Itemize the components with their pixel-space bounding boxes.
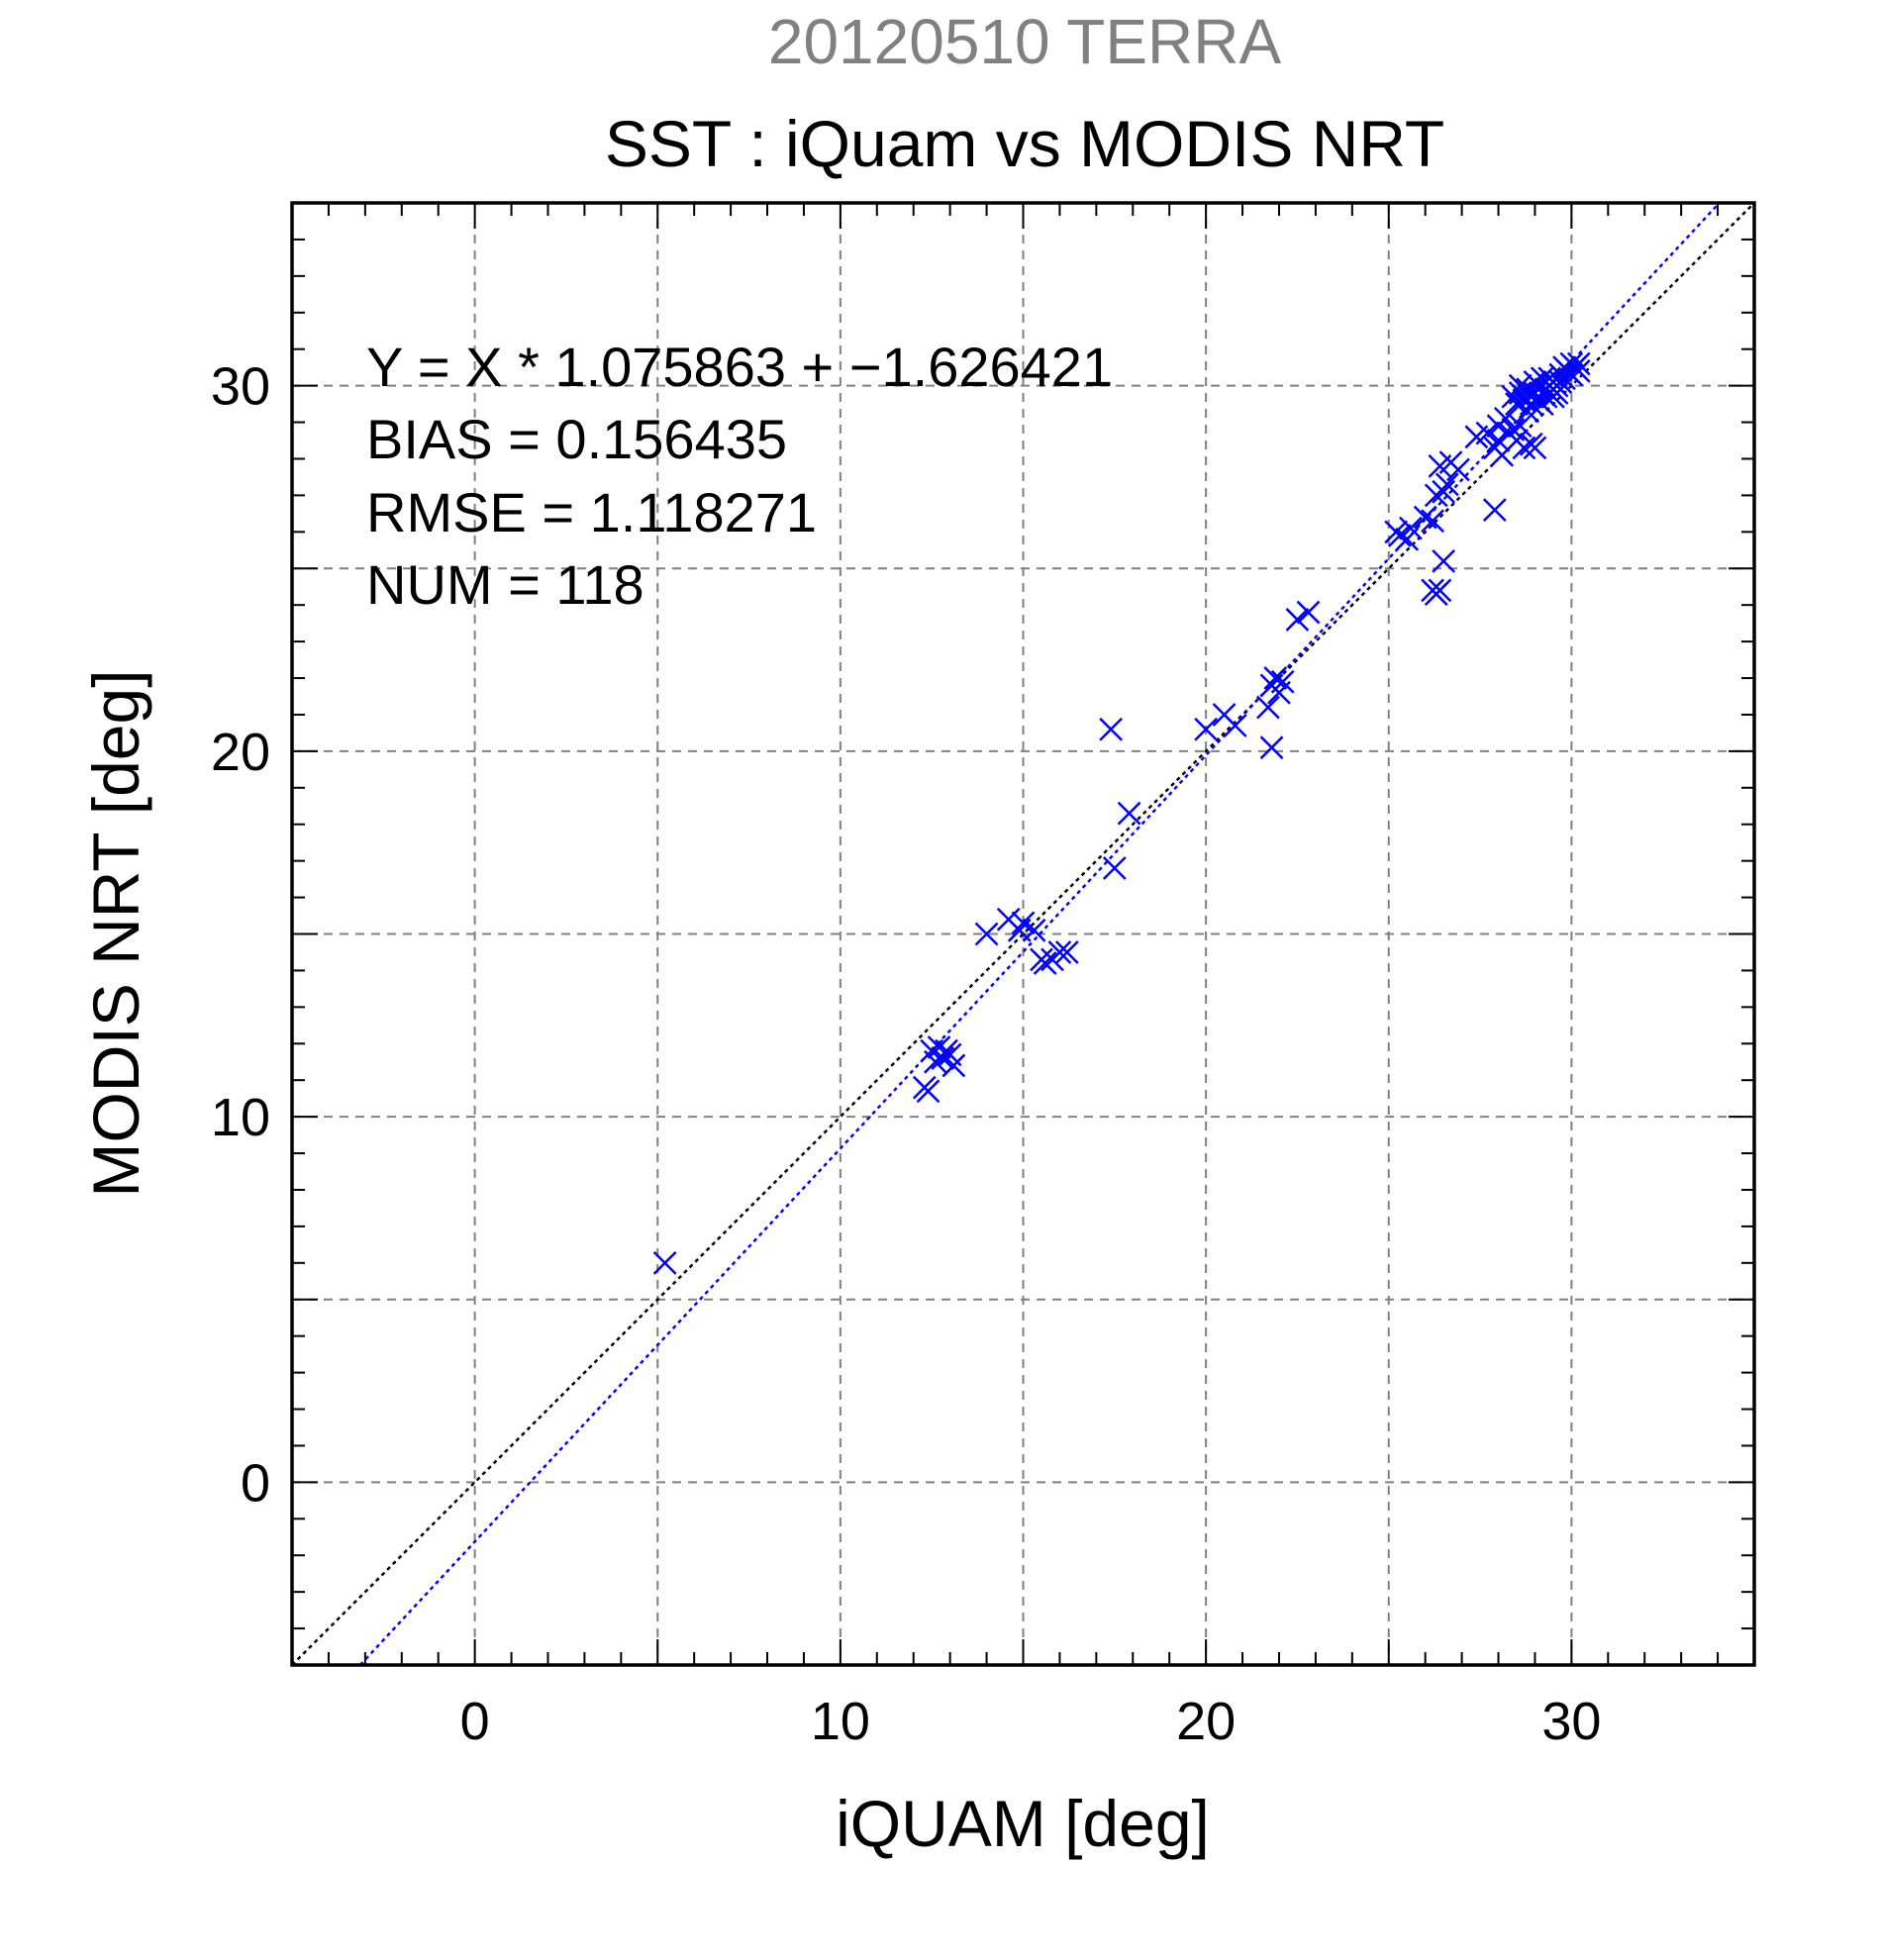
data-point xyxy=(1432,548,1456,573)
data-point xyxy=(1508,414,1533,439)
stats-box: Y = X * 1.075863 + −1.626421 BIAS = 0.15… xyxy=(366,336,1113,616)
data-point xyxy=(1054,940,1079,964)
data-point xyxy=(1099,717,1124,741)
data-point xyxy=(1541,384,1565,409)
minor-ticks xyxy=(292,203,1754,1665)
data-point xyxy=(1194,717,1219,741)
data-point xyxy=(1421,509,1444,534)
data-point xyxy=(1435,472,1459,497)
data-point xyxy=(1285,608,1310,632)
x-tick-label: 20 xyxy=(1176,1692,1236,1751)
x-tick-label: 30 xyxy=(1541,1692,1601,1751)
data-point xyxy=(974,922,999,946)
data-point xyxy=(1399,516,1423,540)
data-point xyxy=(1263,666,1288,690)
data-point xyxy=(1432,479,1456,504)
data-point xyxy=(1022,918,1046,942)
data-point xyxy=(1270,669,1295,694)
stats-equation: Y = X * 1.075863 + −1.626421 xyxy=(366,336,1113,398)
x-tick-label: 0 xyxy=(460,1692,490,1751)
plot-frame xyxy=(290,201,1756,1667)
tick-labels: 0 10 20 30 0 10 20 30 xyxy=(211,357,1601,1751)
data-point xyxy=(931,1046,955,1070)
y-axis-label: MODIS NRT [deg] xyxy=(79,669,152,1197)
data-point xyxy=(1486,429,1511,452)
data-point xyxy=(1512,436,1536,460)
data-point xyxy=(1530,392,1554,416)
data-point xyxy=(1482,498,1507,523)
data-point xyxy=(1519,384,1543,409)
y-tick-label: 10 xyxy=(211,1088,270,1147)
y-tick-label: 30 xyxy=(211,357,270,417)
x-tick-label: 10 xyxy=(811,1692,870,1751)
data-point xyxy=(1566,358,1591,383)
data-point xyxy=(1428,578,1452,603)
data-point xyxy=(1475,421,1500,445)
data-point xyxy=(1047,940,1072,964)
chart-title: SST : iQuam vs MODIS NRT xyxy=(605,107,1444,180)
data-point xyxy=(1256,695,1280,720)
chart-supertitle: 20120510 TERRA xyxy=(768,6,1282,77)
data-point xyxy=(1117,801,1141,826)
data-points xyxy=(652,351,1591,1275)
data-point xyxy=(1559,362,1584,387)
data-point xyxy=(916,1079,940,1104)
stats-rmse: RMSE = 1.118271 xyxy=(366,481,817,543)
stats-bias: BIAS = 0.156435 xyxy=(366,408,787,470)
y-tick-label: 20 xyxy=(211,723,270,782)
data-point xyxy=(1494,406,1518,431)
data-point xyxy=(1527,373,1551,398)
data-point xyxy=(1387,524,1412,547)
data-point xyxy=(1566,351,1591,376)
data-point xyxy=(652,1250,677,1275)
data-point xyxy=(1033,951,1057,975)
data-point xyxy=(1102,856,1127,880)
y-tick-label: 0 xyxy=(241,1453,270,1513)
grid-lines xyxy=(292,203,1754,1665)
x-axis-label: iQUAM [deg] xyxy=(836,1787,1210,1860)
data-point xyxy=(1011,911,1036,935)
data-point xyxy=(1413,505,1437,530)
data-point xyxy=(1523,436,1547,460)
data-point xyxy=(1446,457,1470,482)
data-point xyxy=(1296,600,1321,625)
stats-num: NUM = 118 xyxy=(366,553,644,616)
data-point xyxy=(941,1053,966,1078)
data-point xyxy=(1259,735,1284,760)
data-point xyxy=(1223,714,1247,737)
